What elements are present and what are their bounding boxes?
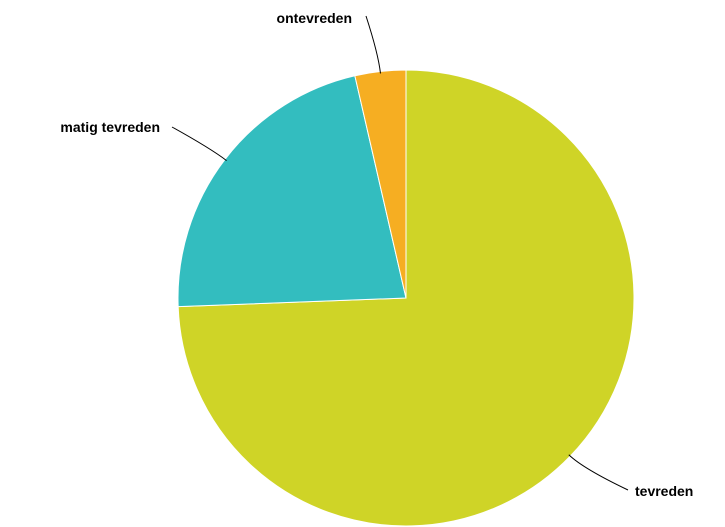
slice-labels: tevreden matig tevreden ontevreden [60,10,693,499]
slice-label: ontevreden [277,10,352,26]
slice-label: matig tevreden [60,119,160,135]
slice-label: tevreden [635,483,693,499]
label-connector [568,454,629,491]
label-connector [365,15,381,74]
label-connector [171,126,227,162]
pie-slices [177,69,635,527]
label-connectors [171,15,629,491]
